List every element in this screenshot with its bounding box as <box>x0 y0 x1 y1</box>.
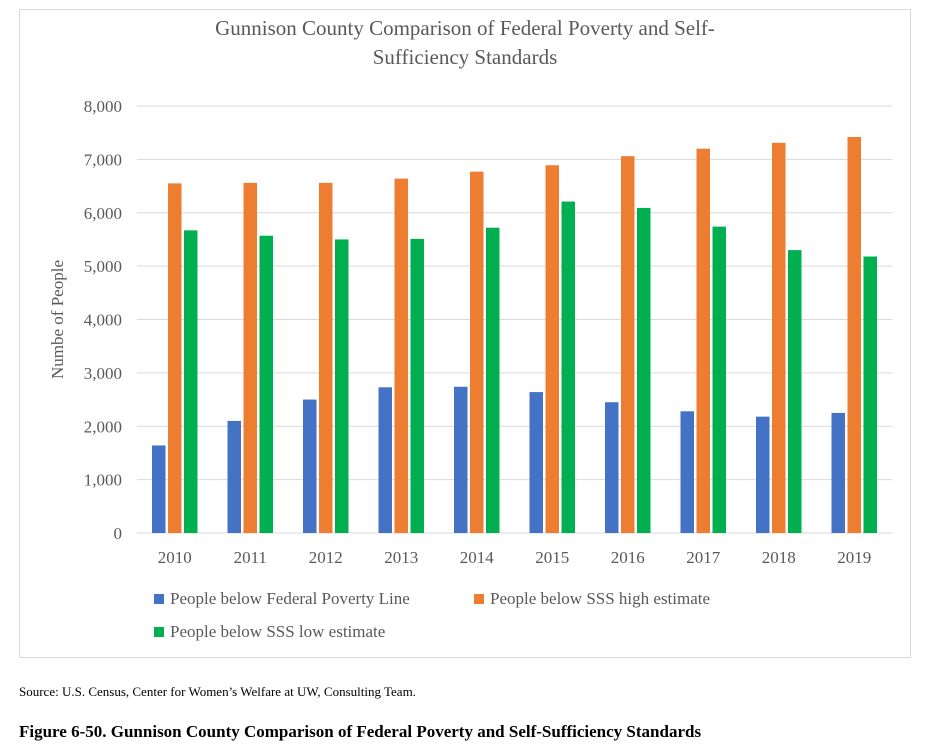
bar <box>772 142 786 534</box>
legend-item-sss-high: People below SSS high estimate <box>474 589 710 609</box>
bar <box>696 148 710 533</box>
x-tick-label: 2015 <box>535 548 569 567</box>
bar <box>863 256 877 533</box>
legend-swatch-federal-poverty <box>154 594 164 604</box>
bar <box>847 136 861 533</box>
x-tick-label: 2017 <box>686 548 721 567</box>
bar <box>712 226 726 533</box>
y-tick-label: 3,000 <box>84 364 122 383</box>
bar <box>788 250 802 534</box>
x-tick-label: 2018 <box>762 548 796 567</box>
bar <box>335 239 349 533</box>
chart-title-line-1: Gunnison County Comparison of Federal Po… <box>215 16 715 40</box>
bar <box>184 230 198 533</box>
bar <box>831 412 845 533</box>
chart-title: Gunnison County Comparison of Federal Po… <box>0 14 930 72</box>
bar <box>303 399 317 533</box>
bar <box>529 392 543 533</box>
figure-caption: Figure 6-50. Gunnison County Comparison … <box>19 722 702 741</box>
legend-swatch-sss-high <box>474 594 484 604</box>
bar <box>319 182 333 534</box>
bar <box>561 201 575 533</box>
y-tick-label: 1,000 <box>84 471 122 490</box>
y-tick-label: 6,000 <box>84 204 122 223</box>
source-note: Source: U.S. Census, Center for Women’s … <box>19 684 416 699</box>
bar <box>680 411 694 533</box>
y-tick-label: 8,000 <box>84 97 122 116</box>
bar <box>168 183 182 534</box>
bar <box>410 238 424 533</box>
x-tick-label: 2016 <box>611 548 645 567</box>
y-tick-label: 5,000 <box>84 257 122 276</box>
bar <box>243 182 257 534</box>
legend-item-sss-low: People below SSS low estimate <box>154 622 385 642</box>
bar <box>637 207 651 534</box>
legend-label-sss-low: People below SSS low estimate <box>170 622 386 641</box>
legend-item-federal-poverty: People below Federal Poverty Line <box>154 589 410 609</box>
y-tick-label: 2,000 <box>84 417 122 436</box>
bar <box>454 386 468 533</box>
bar <box>152 445 166 533</box>
bar <box>621 156 635 534</box>
x-tick-label: 2019 <box>837 548 871 567</box>
bar <box>756 416 770 533</box>
x-tick-label: 2014 <box>460 548 495 567</box>
bar <box>545 165 559 533</box>
x-tick-label: 2013 <box>384 548 418 567</box>
bar <box>227 420 241 533</box>
chart-title-line-2: Sufficiency Standards <box>372 45 558 69</box>
bar <box>470 171 484 533</box>
bar <box>605 402 619 533</box>
x-tick-label: 2010 <box>158 548 192 567</box>
y-axis-label: Numbe of People <box>48 260 67 379</box>
legend-swatch-sss-low <box>154 627 164 637</box>
bar <box>378 387 392 533</box>
legend-label-sss-high: People below SSS high estimate <box>490 589 711 608</box>
y-tick-label: 0 <box>114 524 123 543</box>
legend-label-federal-poverty: People below Federal Poverty Line <box>170 589 410 608</box>
bar <box>486 227 500 533</box>
x-tick-label: 2012 <box>309 548 343 567</box>
y-tick-label: 4,000 <box>84 311 122 330</box>
chart-frame <box>19 9 911 658</box>
x-tick-label: 2011 <box>234 548 267 567</box>
y-tick-label: 7,000 <box>84 150 122 169</box>
bar <box>259 235 273 534</box>
bar <box>394 178 408 533</box>
